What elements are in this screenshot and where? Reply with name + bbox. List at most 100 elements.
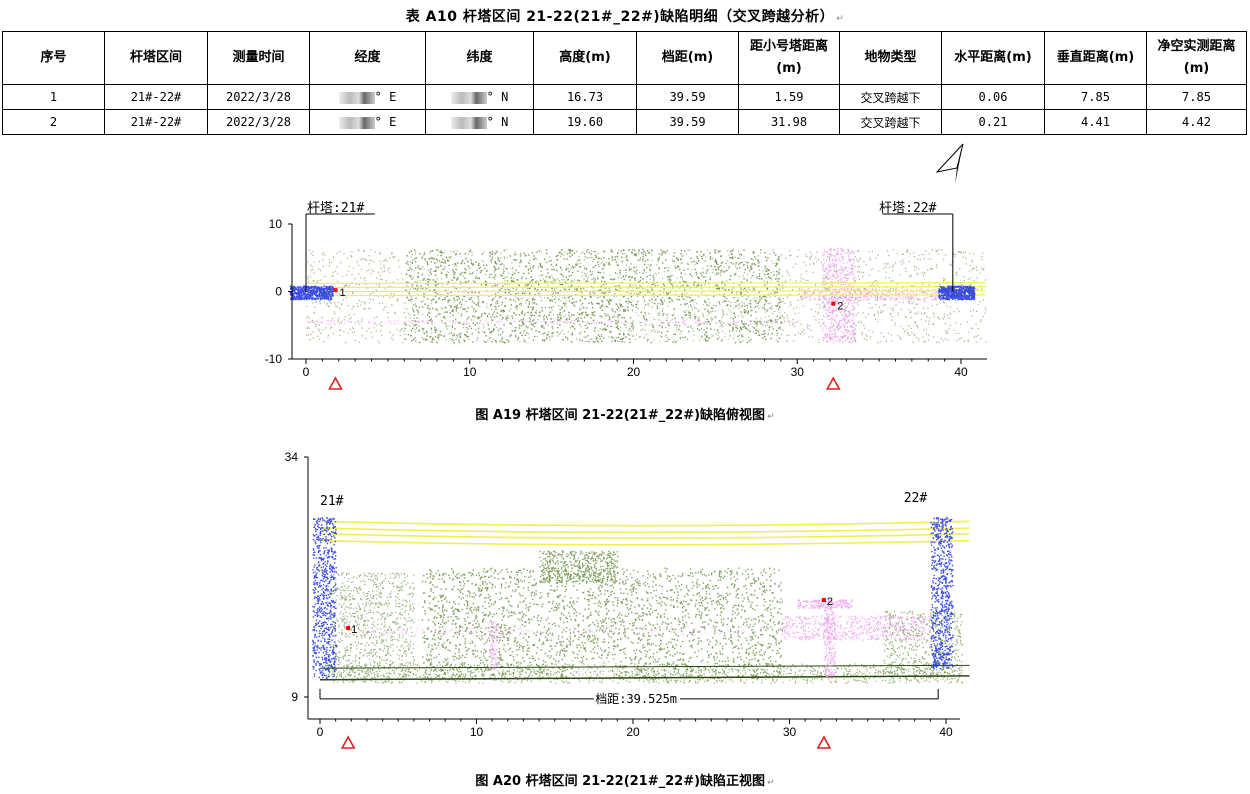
cell-vdist: 7.85 <box>1044 84 1147 110</box>
warning-triangle-icon <box>825 376 841 390</box>
crossing-object-points <box>344 599 931 679</box>
tower-right-label: 杆塔:22# <box>879 201 936 216</box>
x-tick-label: 30 <box>783 725 797 739</box>
warning-triangle-icon <box>340 735 356 749</box>
table-header-row: 序号 杆塔区间 测量时间 经度 纬度 高度(m) 档距(m) 距小号塔距离(m)… <box>2 31 1247 85</box>
front-view-caption: 图 A20 杆塔区间 21-22(21#_22#)缺陷正视图 ↵ <box>475 774 775 789</box>
table-title: 表 A10 杆塔区间 21-22(21#_22#)缺陷明细（交叉跨越分析） ↵ <box>0 6 1250 26</box>
cell-lon: ° E <box>309 84 426 110</box>
cell-time: 2022/3/28 <box>207 84 310 110</box>
col-header: 测量时间 <box>207 31 310 85</box>
defect-point <box>821 598 826 603</box>
redacted-value <box>450 116 487 129</box>
cell-lon: ° E <box>309 109 426 135</box>
table-title-text: 表 A10 杆塔区间 21-22(21#_22#)缺陷明细（交叉跨越分析） <box>405 9 835 25</box>
x-tick-label: 0 <box>303 365 310 379</box>
cell-height: 19.60 <box>533 109 637 135</box>
cell-no: 2 <box>2 109 105 135</box>
warning-triangle-icon <box>328 376 343 390</box>
col-header: 距小号塔距离(m) <box>738 31 840 85</box>
tower-points <box>289 285 976 301</box>
x-tick-label: 30 <box>791 365 805 379</box>
span-distance-label: 档距:39.525m <box>595 692 677 706</box>
annotations: 12 <box>319 596 939 749</box>
defect-point <box>333 288 338 293</box>
col-header: 杆塔区间 <box>104 31 208 85</box>
ground-line <box>319 675 970 681</box>
cell-span-dist: 39.59 <box>636 84 739 110</box>
redacted-value <box>450 91 487 104</box>
cell-span: 21#-22# <box>104 84 208 110</box>
top-view-caption: 图 A19 杆塔区间 21-22(21#_22#)缺陷俯视图 ↵ <box>475 408 775 423</box>
conductor-lines <box>305 282 986 297</box>
tower-left-label: 21# <box>320 494 344 509</box>
cell-hdist: 0.06 <box>941 84 1045 110</box>
paragraph-mark-icon: ↵ <box>767 412 775 422</box>
x-tick-label: 20 <box>626 725 640 739</box>
cell-type: 交叉跨越下 <box>839 84 942 110</box>
table-row: 2 21#-22# 2022/3/28 ° E ° N 19.60 39.59 … <box>2 109 1247 135</box>
cell-clear: 4.42 <box>1146 109 1247 135</box>
col-header: 档距(m) <box>636 31 739 85</box>
col-header: 序号 <box>2 31 105 85</box>
conductor-line <box>305 294 986 297</box>
col-header: 水平距离(m) <box>941 31 1045 85</box>
defect-label: 1 <box>351 624 357 636</box>
vegetation-points <box>306 249 987 344</box>
x-tick-label: 40 <box>954 365 968 379</box>
conductor-line <box>319 539 970 546</box>
conductor-line <box>305 290 986 293</box>
vegetation-points <box>319 550 970 684</box>
redacted-value <box>338 116 375 129</box>
conductor-line <box>305 286 986 289</box>
x-tick-label: 0 <box>317 725 324 739</box>
conductor-lines <box>319 520 970 546</box>
redacted-value <box>338 91 375 104</box>
conductor-line <box>305 282 986 285</box>
annotations: 12 <box>305 213 954 390</box>
tower-points <box>312 516 954 680</box>
cell-time: 2022/3/28 <box>207 109 310 135</box>
axes: 0 10 20 30 40 10 0 -10 <box>265 217 987 379</box>
conductor-line <box>319 533 970 539</box>
cell-no: 1 <box>2 84 105 110</box>
col-header: 经度 <box>309 31 426 85</box>
tower-left-label: 杆塔:21# <box>307 201 364 216</box>
col-header: 净空实测距离(m) <box>1146 31 1247 85</box>
col-header: 高度(m) <box>533 31 637 85</box>
defect-point <box>831 301 836 306</box>
conductor-line <box>319 527 970 534</box>
cell-lat: ° N <box>425 109 534 135</box>
col-header: 垂直距离(m) <box>1044 31 1147 85</box>
x-tick-label: 20 <box>627 365 641 379</box>
cell-clear: 7.85 <box>1146 84 1247 110</box>
defect-label: 2 <box>827 596 833 608</box>
col-header: 地物类型 <box>839 31 942 85</box>
defect-label: 2 <box>837 301 843 313</box>
y-tick-label: 34 <box>285 450 299 464</box>
cell-height: 16.73 <box>533 84 637 110</box>
defect-table: 序号 杆塔区间 测量时间 经度 纬度 高度(m) 档距(m) 距小号塔距离(m)… <box>2 31 1247 135</box>
cell-dist-small: 31.98 <box>738 109 840 135</box>
y-tick-label: 10 <box>269 217 283 231</box>
tower-right-label: 22# <box>904 491 928 506</box>
x-tick-label: 10 <box>463 365 477 379</box>
paragraph-mark-icon: ↵ <box>836 14 845 24</box>
cell-lat: ° N <box>425 84 534 110</box>
y-tick-label: 9 <box>291 690 298 704</box>
conductor-line <box>319 520 970 527</box>
y-tick-label: 0 <box>275 285 282 299</box>
y-tick-label: -10 <box>265 352 283 366</box>
warning-triangle-icon <box>816 735 832 749</box>
defect-label: 1 <box>339 287 345 299</box>
x-tick-label: 10 <box>470 725 484 739</box>
cell-span-dist: 39.59 <box>636 109 739 135</box>
cell-dist-small: 1.59 <box>738 84 840 110</box>
cell-hdist: 0.21 <box>941 109 1045 135</box>
axes: 0 10 20 30 40 34 9 <box>285 450 960 739</box>
table-row: 1 21#-22# 2022/3/28 ° E ° N 16.73 39.59 … <box>2 84 1247 110</box>
north-arrow-icon <box>935 143 964 184</box>
cell-vdist: 4.41 <box>1044 109 1147 135</box>
